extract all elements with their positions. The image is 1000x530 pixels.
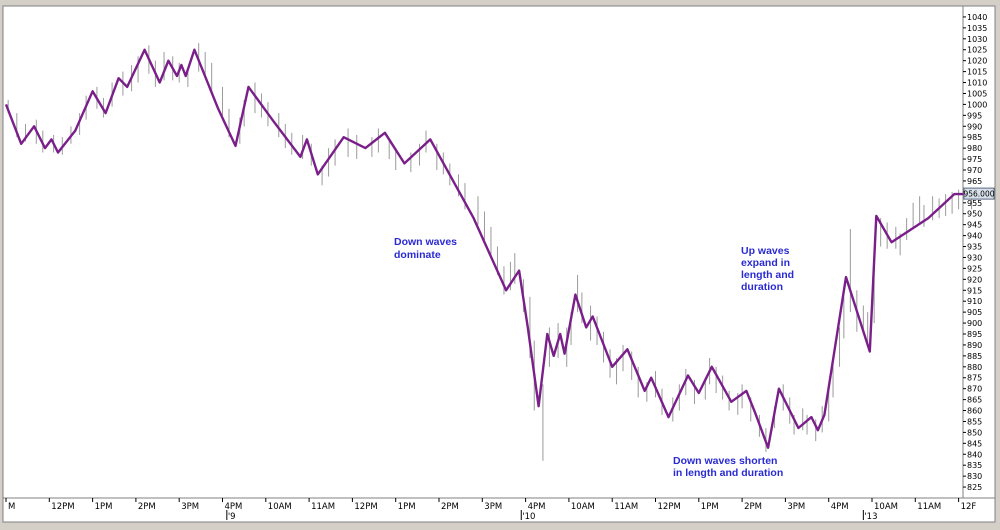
y-tick-label: 940 xyxy=(967,232,982,241)
x-tick-label: 2PM xyxy=(138,502,156,512)
day-label: '13 xyxy=(864,512,877,522)
annotation-line: duration xyxy=(741,281,783,293)
x-tick-label: 3PM xyxy=(181,502,199,512)
x-tick-label: 1PM xyxy=(701,502,719,512)
y-tick-label: 1025 xyxy=(967,46,987,55)
y-tick-label: 850 xyxy=(967,428,982,437)
y-tick-label: 895 xyxy=(967,330,982,339)
y-tick-label: 875 xyxy=(967,374,982,383)
day-label: '10 xyxy=(522,512,535,522)
annotation-line: in length and duration xyxy=(673,467,783,479)
y-tick-label: 945 xyxy=(967,221,982,230)
y-tick-label: 845 xyxy=(967,439,982,448)
annotation-line: Up waves xyxy=(741,245,790,257)
annotation-line: expand in xyxy=(741,257,790,269)
y-tick-label: 905 xyxy=(967,308,982,317)
annotation-line: Down waves xyxy=(394,236,457,248)
x-tick-label: 11AM xyxy=(614,502,638,512)
annotation-up-waves-expand: Up waves expand in length and duration xyxy=(741,245,794,293)
x-tick-label: 4PM xyxy=(831,502,849,512)
y-tick-label: 1010 xyxy=(967,79,987,88)
y-tick-label: 995 xyxy=(967,111,982,120)
y-tick-label: 970 xyxy=(967,166,982,175)
x-tick-label: 11AM xyxy=(311,502,335,512)
y-tick-label: 840 xyxy=(967,450,982,459)
x-tick-label: 12PM xyxy=(51,502,74,512)
y-axis-panel xyxy=(962,5,996,499)
x-tick-label: 12PM xyxy=(354,502,377,512)
y-tick-label: 1005 xyxy=(967,89,987,98)
y-tick-label: 855 xyxy=(967,417,982,426)
last-price-box: 956.000 xyxy=(963,187,995,200)
x-tick-label: 12F xyxy=(961,502,977,512)
annotation-line: Down waves shorten xyxy=(673,455,777,467)
annotation-line: length and xyxy=(741,269,794,281)
y-tick-label: 890 xyxy=(967,341,982,350)
x-tick-label: 11AM xyxy=(917,502,941,512)
x-tick-label: 4PM xyxy=(528,502,546,512)
y-tick-label: 1040 xyxy=(967,13,987,22)
day-label: '9 xyxy=(228,512,236,522)
x-tick-label: M xyxy=(8,502,15,512)
y-tick-label: 930 xyxy=(967,253,982,262)
last-price-label: 956.000 xyxy=(963,190,994,199)
y-tick-label: 1030 xyxy=(967,35,987,44)
y-tick-label: 975 xyxy=(967,155,982,164)
y-tick-label: 990 xyxy=(967,122,982,131)
x-tick-label: 2PM xyxy=(441,502,459,512)
x-tick-label: 12PM xyxy=(658,502,681,512)
annotation-line: dominate xyxy=(394,249,441,261)
x-tick-label: 10AM xyxy=(874,502,898,512)
y-tick-label: 1035 xyxy=(967,24,987,33)
y-tick-label: 835 xyxy=(967,461,982,470)
plot-area xyxy=(2,5,964,499)
y-tick-label: 830 xyxy=(967,472,982,481)
y-tick-label: 985 xyxy=(967,133,982,142)
annotation-down-waves-dominate: Down waves dominate xyxy=(394,236,457,261)
wave-lines xyxy=(4,48,968,449)
x-tick-label: 1PM xyxy=(95,502,113,512)
x-axis: M 12PM 1PM 2PM 3PM 4PM 10AM 11AM 12PM 1PM 2PM 3PM 4P… xyxy=(5,498,977,522)
y-tick-label: 900 xyxy=(967,319,982,328)
y-tick-label: 920 xyxy=(967,275,982,284)
x-tick-label: 4PM xyxy=(225,502,243,512)
y-tick-label: 955 xyxy=(967,199,982,208)
x-tick-label: 3PM xyxy=(484,502,502,512)
y-tick-label: 980 xyxy=(967,144,982,153)
y-tick-label: 1020 xyxy=(967,57,987,66)
y-tick-label: 885 xyxy=(967,352,982,361)
y-tick-label: 950 xyxy=(967,210,982,219)
x-tick-label: 10AM xyxy=(268,502,292,512)
wave-line xyxy=(4,48,968,449)
y-tick-label: 915 xyxy=(967,286,982,295)
y-tick-label: 935 xyxy=(967,243,982,252)
x-tick-label: 2PM xyxy=(744,502,762,512)
y-tick-label: 1015 xyxy=(967,68,987,77)
y-tick-label: 860 xyxy=(967,407,982,416)
y-tick-label: 925 xyxy=(967,264,982,273)
x-axis-panel xyxy=(2,497,996,523)
x-tick-label: 1PM xyxy=(398,502,416,512)
y-tick-label: 910 xyxy=(967,297,982,306)
annotation-down-waves-shorten: Down waves shorten in length and duratio… xyxy=(673,455,783,479)
x-tick-label: 3PM xyxy=(787,502,805,512)
y-tick-label: 1000 xyxy=(967,100,987,109)
y-tick-label: 825 xyxy=(967,483,982,492)
y-tick-label: 865 xyxy=(967,396,982,405)
y-tick-label: 870 xyxy=(967,385,982,394)
y-tick-label: 965 xyxy=(967,177,982,186)
x-tick-label: 10AM xyxy=(571,502,595,512)
y-tick-label: 880 xyxy=(967,363,982,372)
